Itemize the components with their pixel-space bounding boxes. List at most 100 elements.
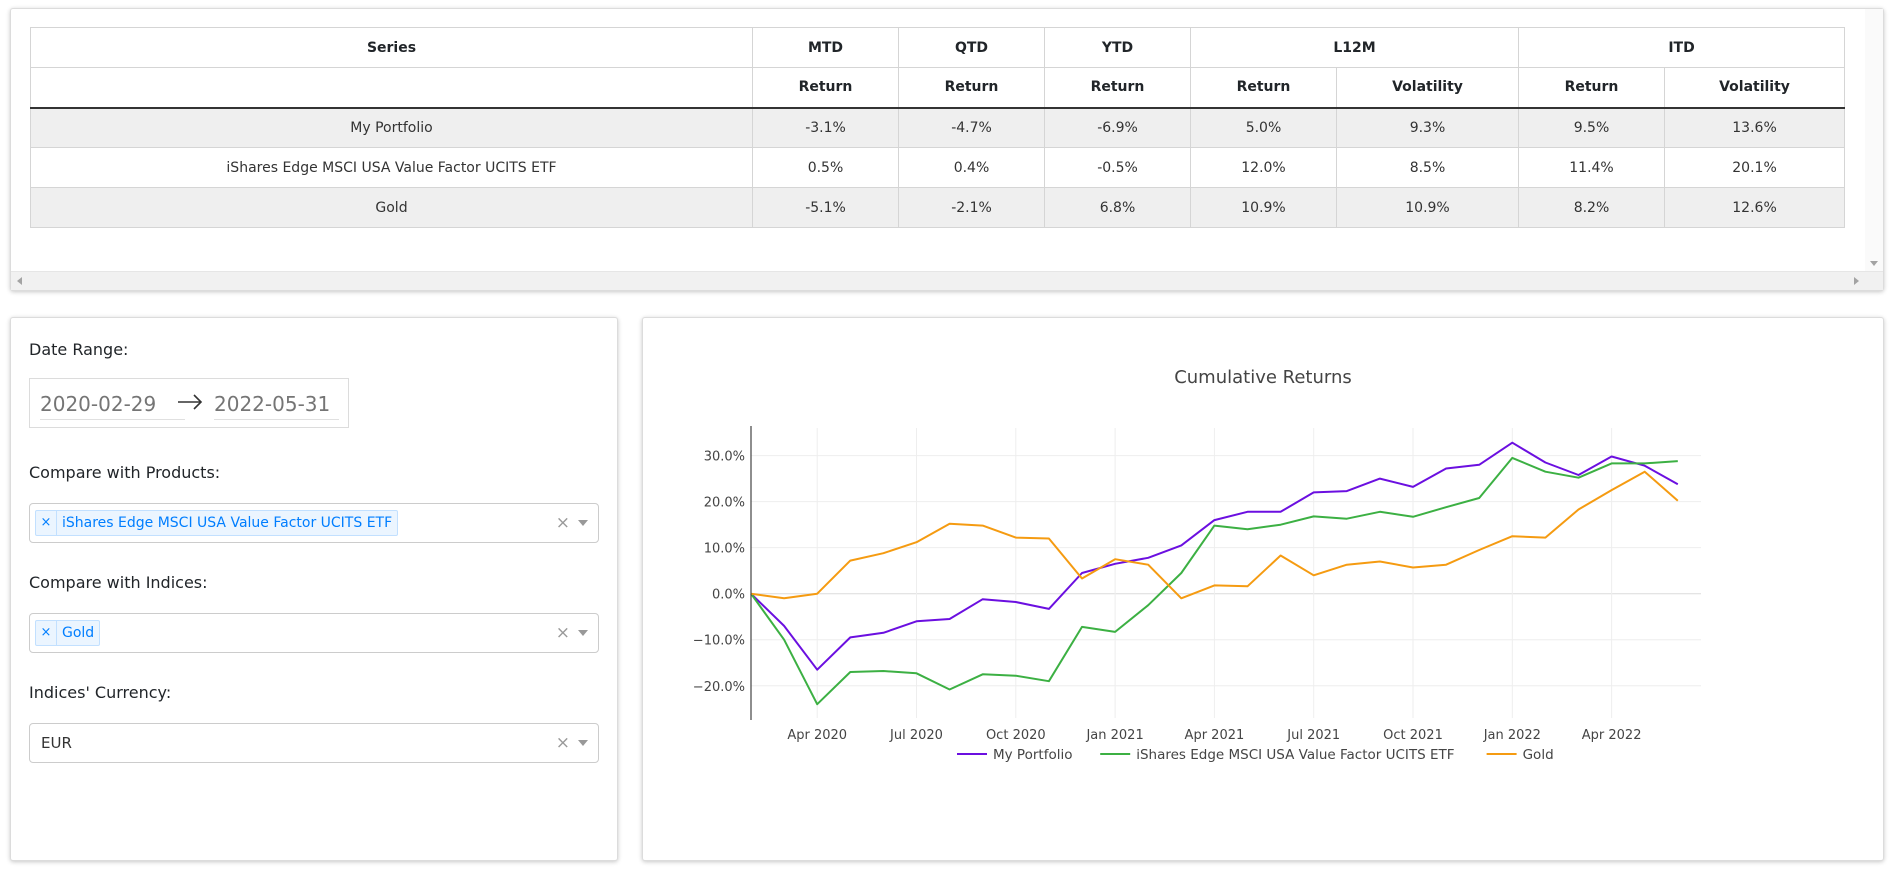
subheader-ytd-return[interactable]: Return: [1044, 67, 1191, 109]
subheader-itd-volatility[interactable]: Volatility: [1663, 67, 1846, 109]
y-tick-label: 20.0%: [704, 496, 745, 511]
clear-icon[interactable]: ×: [555, 513, 570, 533]
subheader-cell: [30, 67, 753, 109]
cell-l12m-volatility: 9.3%: [1336, 107, 1519, 148]
start-date-input[interactable]: 2020-02-29: [40, 389, 185, 420]
filter-panel: Date Range: 2020-02-29 2022-05-31 Compar…: [10, 317, 618, 861]
table-row: iShares Edge MSCI USA Value Factor UCITS…: [30, 147, 1846, 188]
table-subheader-row: Return Return Return Return Volatility R…: [30, 67, 1846, 109]
scroll-left-arrow-icon[interactable]: [17, 277, 22, 285]
chart-title: Cumulative Returns: [1174, 367, 1352, 388]
scroll-down-arrow-icon[interactable]: [1870, 261, 1878, 266]
currency-label: Indices' Currency:: [29, 683, 172, 702]
x-tick-label: Jul 2020: [889, 728, 943, 743]
cell-ytd-return: -0.5%: [1044, 147, 1191, 188]
legend-item[interactable]: Gold: [1486, 747, 1554, 763]
legend-label: iShares Edge MSCI USA Value Factor UCITS…: [1136, 747, 1454, 763]
cell-series: iShares Edge MSCI USA Value Factor UCITS…: [30, 147, 753, 188]
col-header-itd[interactable]: ITD: [1517, 27, 1846, 68]
y-tick-label: 0.0%: [712, 588, 745, 603]
subheader-itd-return[interactable]: Return: [1518, 67, 1665, 109]
date-range-picker[interactable]: 2020-02-29 2022-05-31: [29, 378, 349, 428]
x-tick-label: Oct 2020: [986, 728, 1046, 743]
cell-itd-volatility: 20.1%: [1663, 147, 1846, 188]
subheader-mtd-return[interactable]: Return: [752, 67, 899, 109]
cell-l12m-return: 12.0%: [1190, 147, 1337, 188]
y-tick-label: −20.0%: [693, 680, 745, 695]
cell-qtd-return: -2.1%: [898, 187, 1045, 228]
cumulative-returns-card: Cumulative Returns −20.0% −10.0% 0.0% 10.0%…: [642, 317, 1884, 861]
legend-label: My Portfolio: [993, 747, 1072, 763]
x-tick-label: Oct 2021: [1383, 728, 1443, 743]
date-range-label: Date Range:: [29, 340, 129, 359]
cell-mtd-return: 0.5%: [752, 147, 899, 188]
currency-select[interactable]: EUR ×: [29, 723, 599, 763]
x-tick-label: Jul 2021: [1286, 728, 1340, 743]
chevron-down-icon[interactable]: [578, 520, 588, 526]
returns-table: Series MTD QTD YTD L12M ITD Return Retur…: [30, 27, 1846, 228]
cell-mtd-return: -3.1%: [752, 107, 899, 148]
table-row: My Portfolio -3.1% -4.7% -6.9% 5.0% 9.3%…: [30, 107, 1846, 148]
index-chip: × Gold: [35, 620, 101, 646]
legend-item[interactable]: iShares Edge MSCI USA Value Factor UCITS…: [1100, 747, 1455, 763]
clear-icon[interactable]: ×: [555, 733, 570, 753]
clear-icon[interactable]: ×: [555, 623, 570, 643]
x-tick-label: Apr 2020: [787, 728, 847, 743]
cell-itd-return: 9.5%: [1518, 107, 1665, 148]
cell-series: Gold: [30, 187, 753, 228]
products-select[interactable]: × iShares Edge MSCI USA Value Factor UCI…: [29, 503, 599, 543]
returns-table-card: Series MTD QTD YTD L12M ITD Return Retur…: [10, 8, 1884, 291]
y-tick-label: 30.0%: [704, 450, 745, 465]
chip-remove-icon[interactable]: ×: [36, 621, 57, 645]
col-header-mtd[interactable]: MTD: [752, 27, 899, 68]
chip-remove-icon[interactable]: ×: [36, 511, 57, 535]
series-line-2[interactable]: [750, 470, 1679, 600]
chip-label: Gold: [62, 625, 95, 641]
legend-label: Gold: [1523, 747, 1554, 763]
cell-l12m-volatility: 10.9%: [1336, 187, 1519, 228]
cell-itd-volatility: 12.6%: [1663, 187, 1846, 228]
table-row: Gold -5.1% -2.1% 6.8% 10.9% 10.9% 8.2% 1…: [30, 187, 1846, 228]
cell-l12m-return: 10.9%: [1190, 187, 1337, 228]
col-header-l12m[interactable]: L12M: [1190, 27, 1519, 68]
indices-select[interactable]: × Gold ×: [29, 613, 599, 653]
horizontal-scrollbar[interactable]: [11, 271, 1883, 290]
x-tick-label: Jan 2021: [1085, 728, 1143, 743]
col-header-ytd[interactable]: YTD: [1044, 27, 1191, 68]
x-tick-label: Apr 2021: [1185, 728, 1245, 743]
x-tick-label: Jan 2022: [1483, 728, 1541, 743]
col-header-qtd[interactable]: QTD: [898, 27, 1045, 68]
vertical-scrollbar[interactable]: [1865, 9, 1883, 272]
arrow-right-icon: [178, 394, 203, 410]
cell-itd-volatility: 13.6%: [1663, 107, 1846, 148]
series-line-0[interactable]: [750, 441, 1679, 671]
indices-label: Compare with Indices:: [29, 573, 208, 592]
scroll-right-arrow-icon[interactable]: [1854, 277, 1859, 285]
subheader-qtd-return[interactable]: Return: [898, 67, 1045, 109]
col-header-series[interactable]: Series: [30, 27, 753, 68]
y-tick-label: 10.0%: [704, 542, 745, 557]
cell-qtd-return: -4.7%: [898, 107, 1045, 148]
chip-label: iShares Edge MSCI USA Value Factor UCITS…: [62, 515, 393, 531]
products-label: Compare with Products:: [29, 463, 221, 482]
chevron-down-icon[interactable]: [578, 740, 588, 746]
subheader-l12m-volatility[interactable]: Volatility: [1336, 67, 1519, 109]
cell-ytd-return: 6.8%: [1044, 187, 1191, 228]
cell-itd-return: 11.4%: [1518, 147, 1665, 188]
cell-mtd-return: -5.1%: [752, 187, 899, 228]
subheader-l12m-return[interactable]: Return: [1190, 67, 1337, 109]
currency-value: EUR: [41, 734, 72, 752]
cell-itd-return: 8.2%: [1518, 187, 1665, 228]
cell-qtd-return: 0.4%: [898, 147, 1045, 188]
cell-l12m-volatility: 8.5%: [1336, 147, 1519, 188]
cumulative-returns-chart: Cumulative Returns −20.0% −10.0% 0.0% 10.0%…: [693, 367, 1701, 763]
series-line-1[interactable]: [750, 456, 1678, 706]
chevron-down-icon[interactable]: [578, 630, 588, 636]
legend-item[interactable]: My Portfolio: [957, 747, 1072, 763]
end-date-input[interactable]: 2022-05-31: [214, 389, 339, 420]
cell-ytd-return: -6.9%: [1044, 107, 1191, 148]
product-chip: × iShares Edge MSCI USA Value Factor UCI…: [35, 510, 399, 536]
table-header-row: Series MTD QTD YTD L12M ITD: [30, 27, 1846, 68]
x-tick-label: Apr 2022: [1582, 728, 1642, 743]
y-tick-label: −10.0%: [693, 634, 745, 649]
